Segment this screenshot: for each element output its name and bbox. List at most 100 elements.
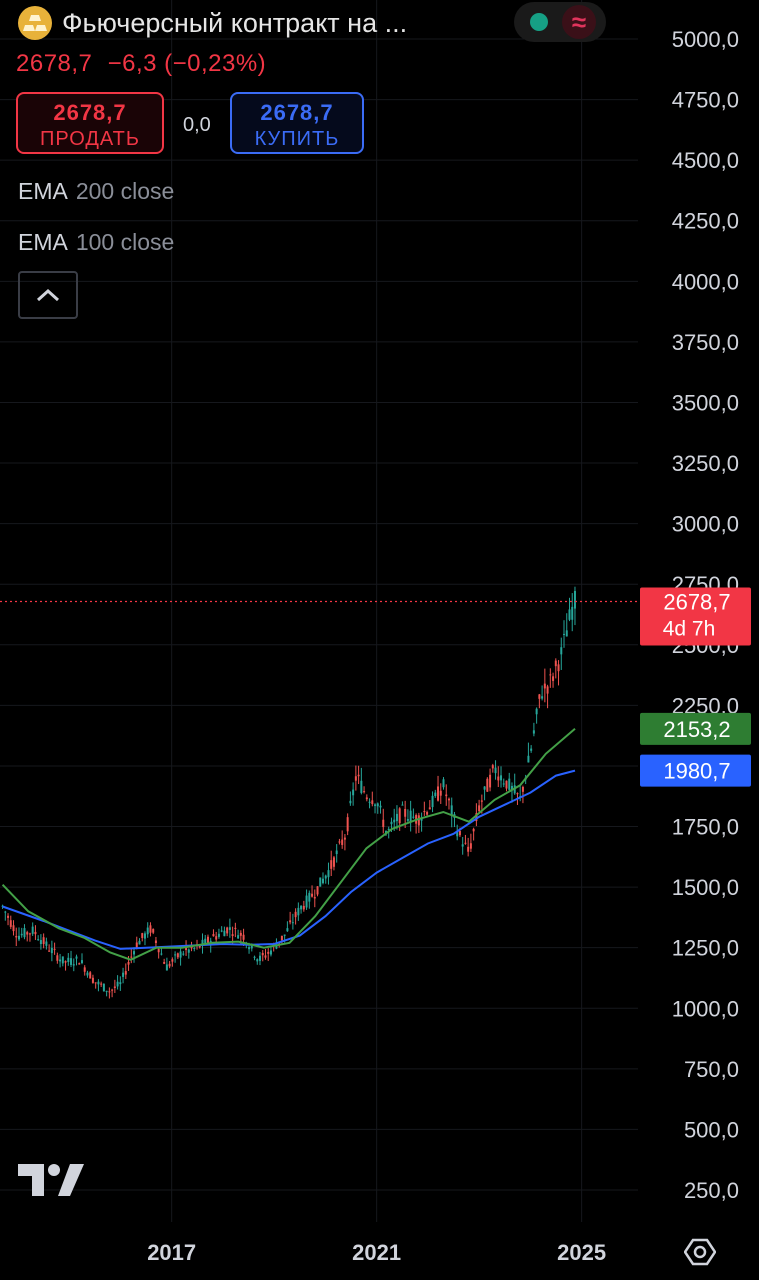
candle-body — [343, 837, 346, 840]
candle-body — [61, 956, 64, 964]
candle-body — [530, 748, 533, 751]
candle-body — [300, 905, 303, 910]
candle-body — [508, 778, 511, 790]
candle-body — [259, 955, 262, 961]
sell-price: 2678,7 — [53, 100, 127, 125]
candle-body — [149, 925, 152, 933]
candle-body — [39, 940, 42, 945]
candle-body — [565, 630, 568, 637]
indicator-ema-100[interactable]: EMA 100 close — [18, 229, 174, 256]
candle-body — [86, 972, 89, 976]
candle-body — [557, 664, 560, 672]
chart-settings-icon[interactable] — [683, 1236, 717, 1268]
ema-200-line — [2, 769, 576, 950]
candle-body — [108, 991, 111, 993]
candle-body — [532, 730, 535, 734]
candle-body — [206, 936, 209, 943]
candle-body — [138, 940, 141, 945]
candle-body — [368, 801, 371, 803]
candle-body — [445, 794, 448, 797]
candle-body — [554, 660, 557, 667]
candle-body — [133, 951, 136, 955]
candle-body — [174, 954, 177, 956]
candle-body — [223, 930, 226, 937]
candle-body — [313, 896, 316, 899]
ema-100-line — [1, 728, 576, 961]
candle-body — [127, 962, 130, 965]
candle-body — [447, 798, 450, 801]
candle-body — [349, 800, 352, 804]
candle-body — [541, 696, 544, 699]
candle-body — [535, 708, 538, 715]
candle-body — [360, 780, 363, 793]
candle-body — [217, 933, 220, 937]
candle-body — [116, 981, 119, 987]
candle-body — [311, 893, 314, 897]
candle-body — [475, 813, 478, 822]
candle-body — [64, 961, 67, 963]
candle-body — [352, 789, 355, 796]
candle-body — [521, 786, 524, 792]
candle-body — [234, 927, 237, 929]
candle-body — [275, 944, 278, 949]
chevron-up-icon — [36, 288, 60, 302]
y-tick-label: 4000,0 — [672, 269, 739, 294]
candle-body — [130, 956, 133, 958]
candle-body — [461, 844, 464, 847]
indicator-params: 100 close — [75, 229, 175, 255]
candle-body — [505, 780, 508, 789]
candle-body — [319, 877, 322, 887]
y-tick-label: 500,0 — [684, 1117, 739, 1142]
candle-body — [332, 857, 335, 867]
candle-body — [502, 783, 505, 785]
tradingview-logo — [18, 1162, 84, 1203]
candle-body — [568, 609, 571, 620]
candle-body — [286, 928, 289, 932]
candle-body — [152, 929, 155, 933]
candle-body — [291, 922, 294, 924]
candle-body — [165, 964, 168, 971]
buy-button[interactable]: 2678,7 КУПИТЬ — [230, 92, 364, 154]
ema-100-label: 2153,2 — [663, 717, 730, 742]
candle-body — [42, 937, 45, 945]
candle-body — [204, 938, 207, 944]
candle-body — [146, 927, 149, 935]
candle-body — [261, 952, 264, 956]
candle-body — [143, 933, 146, 939]
symbol-header[interactable]: Фьючерсный контракт на ... — [18, 6, 407, 40]
candle-body — [434, 792, 437, 797]
candle-body — [154, 940, 157, 944]
sell-button[interactable]: 2678,7 ПРОДАТЬ — [16, 92, 164, 154]
x-tick-label: 2025 — [557, 1240, 606, 1265]
gold-bars-icon — [18, 6, 52, 40]
candle-body — [338, 841, 341, 843]
candle-body — [431, 795, 434, 808]
indicator-ema-200[interactable]: EMA 200 close — [18, 178, 174, 205]
indicator-name: EMA — [18, 229, 68, 255]
candle-body — [354, 776, 357, 781]
candle-body — [439, 790, 442, 796]
candle-body — [374, 804, 377, 806]
candle-body — [442, 779, 445, 788]
candle-body — [4, 911, 7, 913]
indicator-params: 200 close — [75, 178, 175, 204]
candle-body — [53, 948, 56, 950]
y-tick-label: 4250,0 — [672, 209, 739, 234]
candle-body — [26, 932, 29, 935]
candle-body — [124, 971, 127, 975]
collapse-indicators-button[interactable] — [18, 271, 78, 319]
candle-body — [182, 953, 185, 955]
candle-body — [469, 843, 472, 849]
candle-body — [294, 911, 297, 918]
candle-body — [327, 870, 330, 878]
candle-body — [89, 972, 92, 979]
candle-body — [228, 927, 231, 930]
candle-body — [113, 986, 116, 988]
candle-body — [543, 683, 546, 689]
candle-body — [185, 946, 188, 950]
candle-body — [401, 804, 404, 806]
candle-body — [72, 964, 75, 966]
market-status-pill[interactable]: ≈ — [514, 2, 606, 42]
y-tick-label: 1250,0 — [672, 936, 739, 961]
